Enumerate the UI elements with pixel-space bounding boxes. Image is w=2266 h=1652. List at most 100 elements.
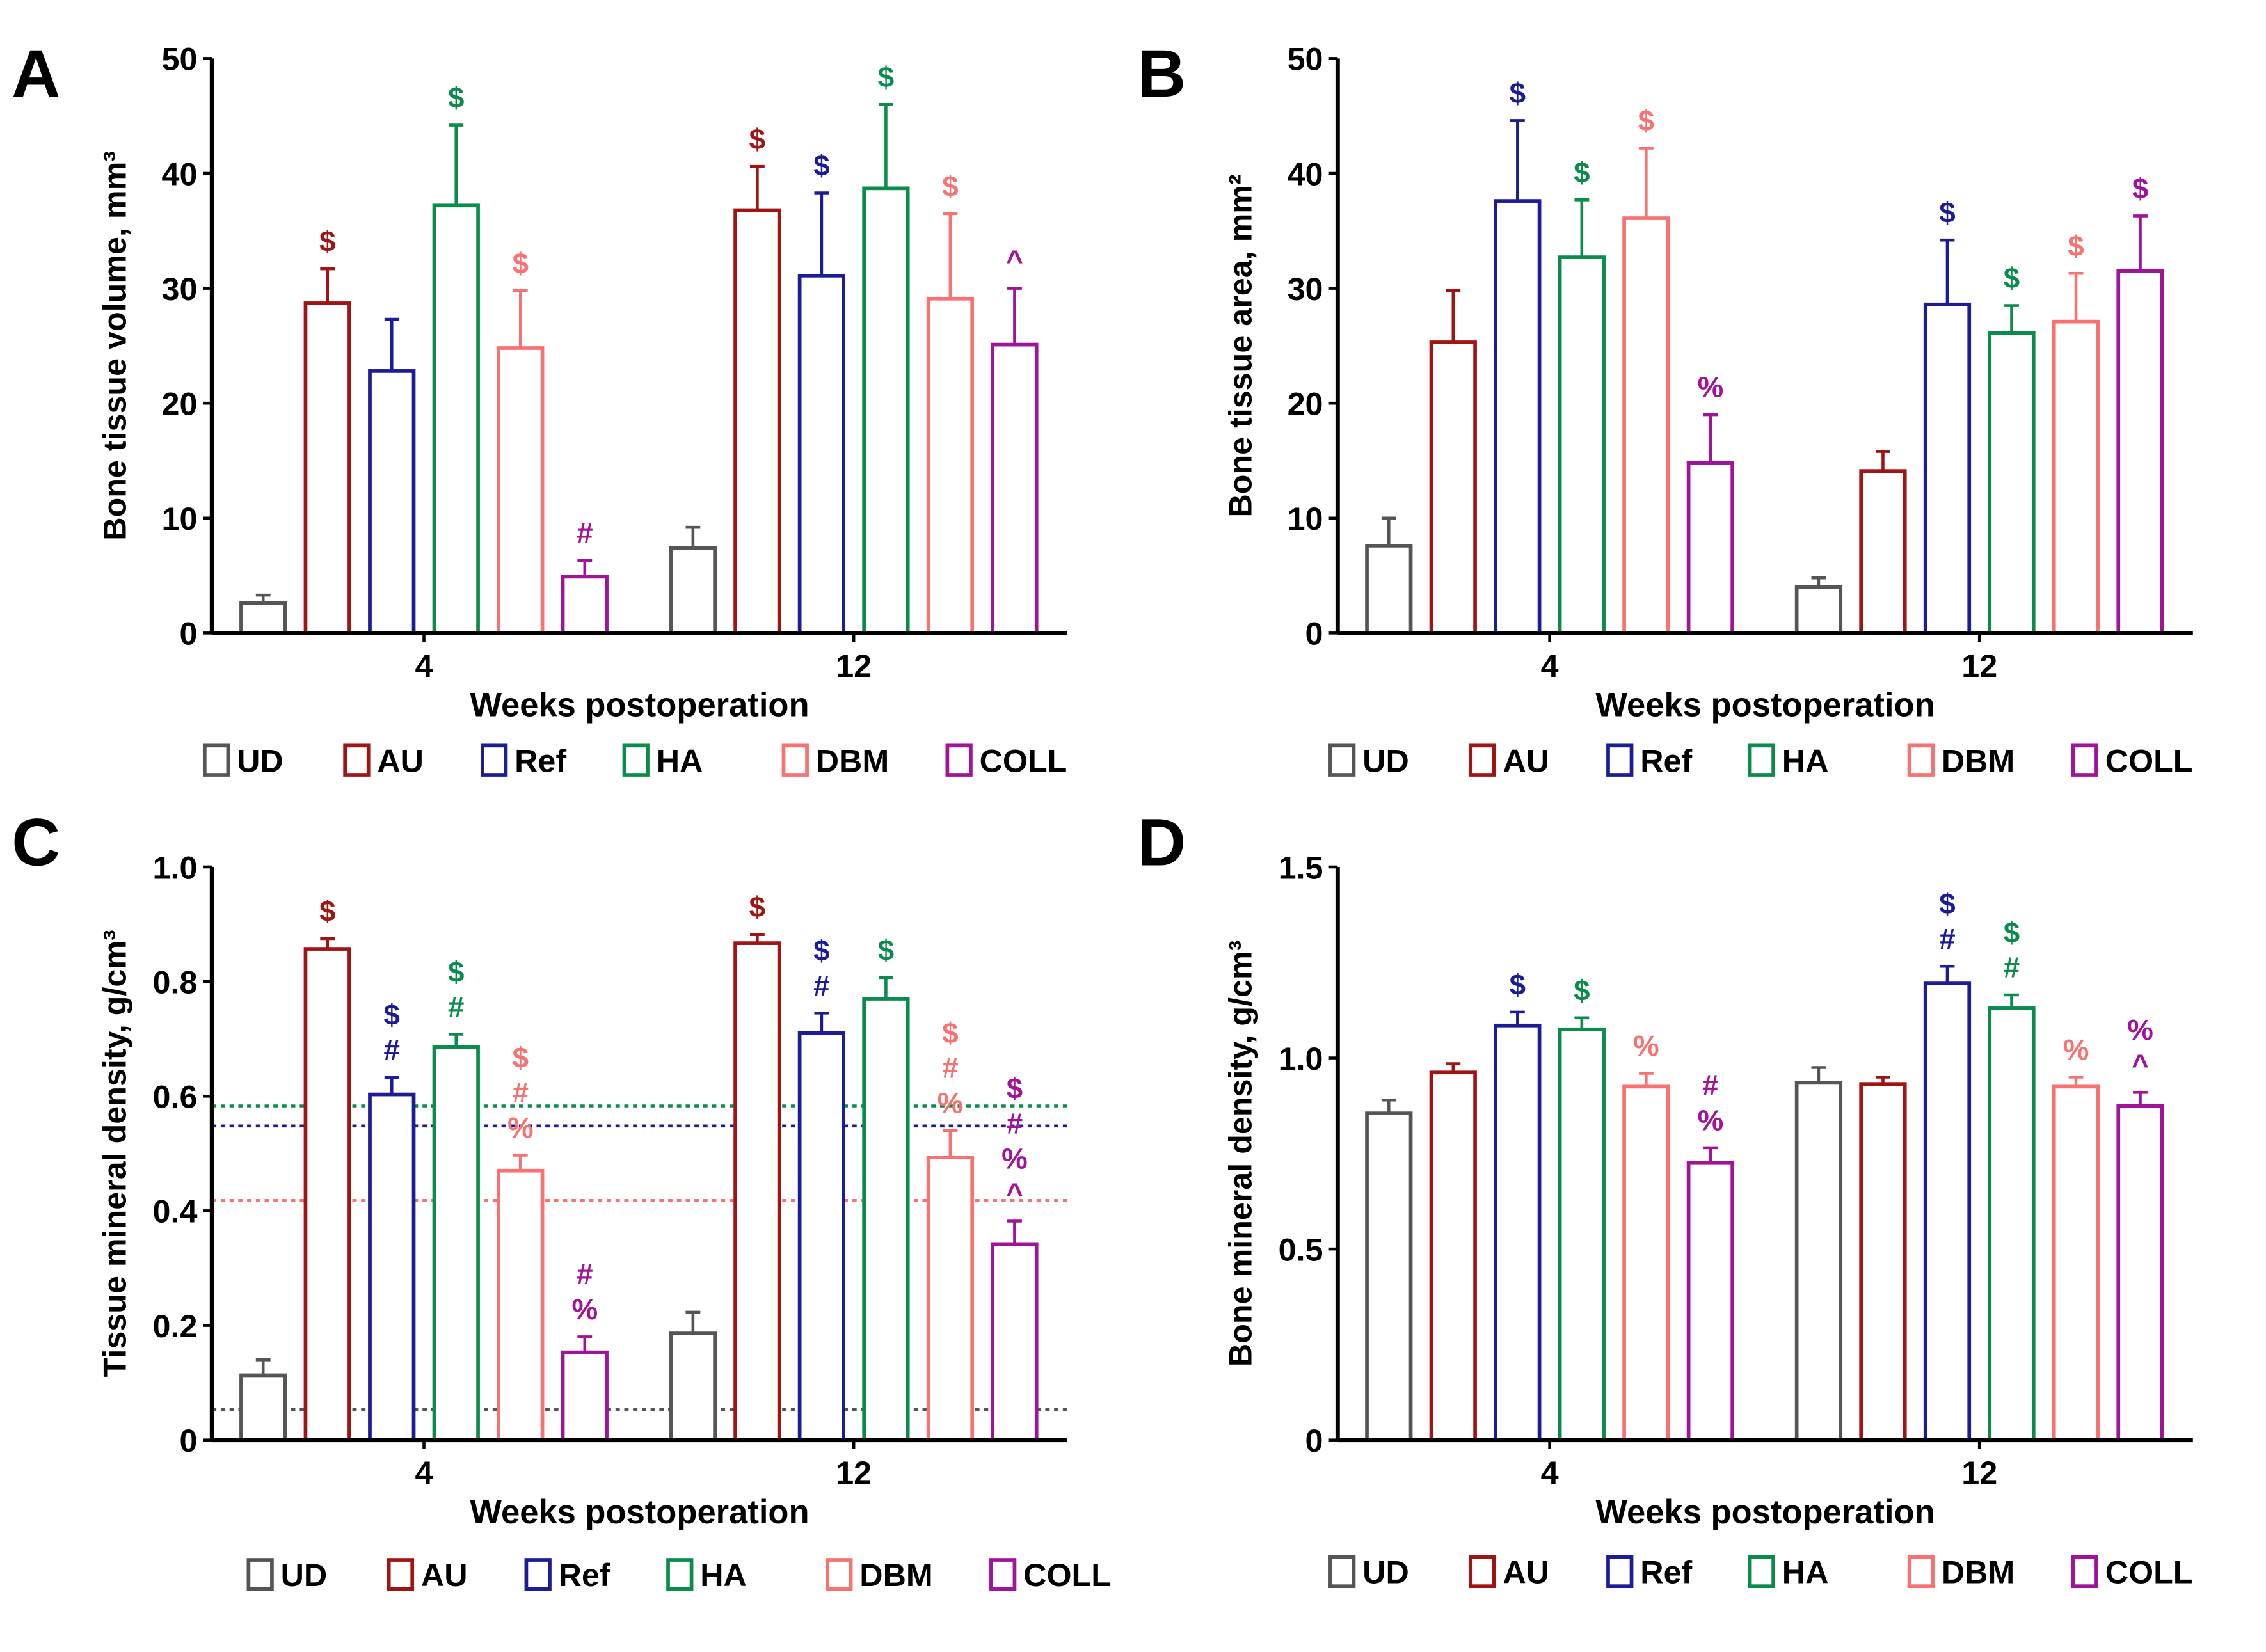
- bar-dbm-12: [926, 296, 975, 635]
- bar-au-12: [733, 208, 781, 635]
- legend-swatch: [1469, 743, 1496, 777]
- y-tick-label: 0: [1305, 1423, 1323, 1459]
- legend-label: HA: [700, 1557, 747, 1593]
- legend-label: AU: [1503, 743, 1549, 779]
- bar-ref-4: [368, 369, 416, 635]
- legend-swatch: [1907, 743, 1935, 777]
- y-axis-label: Bone tissue volume, mm³: [97, 151, 132, 541]
- bar-ha-12: [862, 186, 910, 635]
- legend-swatch: [2071, 1555, 2098, 1589]
- x-axis-label: Weeks postoperation: [1595, 687, 1935, 724]
- legend-label: DBM: [1942, 743, 2015, 779]
- legend-swatch: [481, 743, 508, 777]
- legend-item-ha: HA: [1748, 743, 1829, 779]
- significance-marker: $: [513, 1041, 529, 1074]
- legend-swatch: [343, 743, 371, 777]
- y-tick-label: 0: [179, 1423, 197, 1459]
- significance-marker: %: [1633, 1029, 1659, 1062]
- significance-marker: $: [2132, 172, 2148, 205]
- bar-coll-12: [2116, 269, 2164, 635]
- y-tick-label: 10: [1288, 501, 1323, 537]
- legend-label: AU: [377, 743, 424, 779]
- bar-ud-12: [669, 1331, 717, 1442]
- significance-marker: #: [513, 1076, 529, 1109]
- significance-marker: $: [319, 895, 335, 928]
- x-tick-label: 4: [415, 648, 433, 684]
- bar-dbm-4: [497, 346, 545, 635]
- y-axis-label: Bone mineral density, g/cm³: [1223, 941, 1259, 1367]
- significance-marker: #: [577, 517, 593, 550]
- legend-swatch: [1907, 1555, 1935, 1589]
- bar-dbm-4: [1622, 216, 1670, 635]
- legend-item-dbm: DBM: [1907, 1555, 2015, 1591]
- x-tick-label: 12: [1961, 1455, 1997, 1491]
- y-tick-label: 30: [1288, 271, 1323, 307]
- y-tick-label: 10: [162, 501, 198, 537]
- legend-item-au: AU: [387, 1557, 468, 1593]
- significance-marker: %: [571, 1293, 598, 1326]
- bar-ha-12: [1988, 1006, 2036, 1442]
- y-tick-label: 1.0: [1279, 1041, 1323, 1077]
- bar-coll-4: [561, 1350, 609, 1442]
- significance-marker: #: [813, 969, 829, 1002]
- legend-swatch: [1748, 1555, 1775, 1589]
- legend-swatch: [1328, 743, 1356, 777]
- legend-label: HA: [657, 743, 703, 779]
- significance-marker: ^: [2132, 1049, 2149, 1081]
- legend-label: COLL: [1023, 1557, 1111, 1593]
- significance-marker: $: [813, 149, 829, 182]
- bar-au-4: [303, 947, 351, 1442]
- bar-ha-4: [1558, 1027, 1606, 1442]
- legend-swatch: [622, 743, 650, 777]
- significance-marker: ^: [1006, 1177, 1023, 1210]
- bar-ref-12: [1923, 302, 1972, 635]
- significance-marker: $: [1510, 968, 1526, 1001]
- legend-item-au: AU: [343, 743, 424, 779]
- legend-swatch: [1606, 1555, 1634, 1589]
- bar-ud-4: [1365, 1111, 1413, 1442]
- y-tick-label: 1.5: [1279, 850, 1323, 886]
- x-tick-label: 4: [415, 1455, 433, 1491]
- legend-item-coll: COLL: [2071, 743, 2192, 779]
- legend-swatch: [781, 743, 809, 777]
- bar-ref-12: [1923, 981, 1972, 1442]
- significance-marker: $: [1007, 1072, 1023, 1105]
- bar-dbm-12: [2052, 319, 2100, 635]
- legend-label: DBM: [859, 1557, 932, 1593]
- significance-marker: $: [942, 170, 958, 202]
- significance-marker: $: [1574, 156, 1590, 189]
- significance-marker: $: [878, 933, 894, 966]
- bar-ref-4: [1494, 199, 1542, 635]
- legend-swatch: [246, 1558, 274, 1591]
- legend-item-dbm: DBM: [826, 1557, 933, 1593]
- bar-dbm-12: [926, 1156, 975, 1442]
- y-tick-label: 1.0: [153, 850, 198, 886]
- legend-label: HA: [1782, 743, 1829, 779]
- legend-item-au: AU: [1469, 1555, 1549, 1591]
- bar-au-4: [303, 301, 351, 635]
- x-tick-label: 4: [1541, 648, 1559, 684]
- y-tick-label: 50: [1288, 42, 1323, 77]
- legend-swatch: [1748, 743, 1775, 777]
- significance-marker: ^: [1006, 244, 1023, 277]
- y-tick-label: 0.2: [153, 1308, 198, 1344]
- x-tick-label: 12: [1961, 648, 1997, 684]
- y-tick-label: 50: [162, 42, 198, 77]
- y-axis-label: Bone tissue area, mm²: [1223, 174, 1259, 517]
- panel-letter: B: [1137, 36, 1186, 111]
- significance-marker: $: [448, 81, 464, 114]
- y-tick-label: 0.8: [153, 964, 198, 1000]
- bar-ud-12: [669, 546, 717, 635]
- legend-swatch: [1606, 743, 1634, 777]
- legend-label: COLL: [2105, 1555, 2193, 1591]
- significance-marker: $: [749, 123, 765, 155]
- bar-au-4: [1429, 340, 1477, 635]
- y-tick-label: 30: [162, 271, 198, 307]
- bar-ud-12: [1794, 585, 1843, 635]
- legend-label: UD: [1362, 743, 1409, 779]
- legend-item-ref: Ref: [481, 743, 566, 779]
- significance-marker: $: [878, 61, 894, 93]
- significance-marker: $: [1939, 196, 1955, 229]
